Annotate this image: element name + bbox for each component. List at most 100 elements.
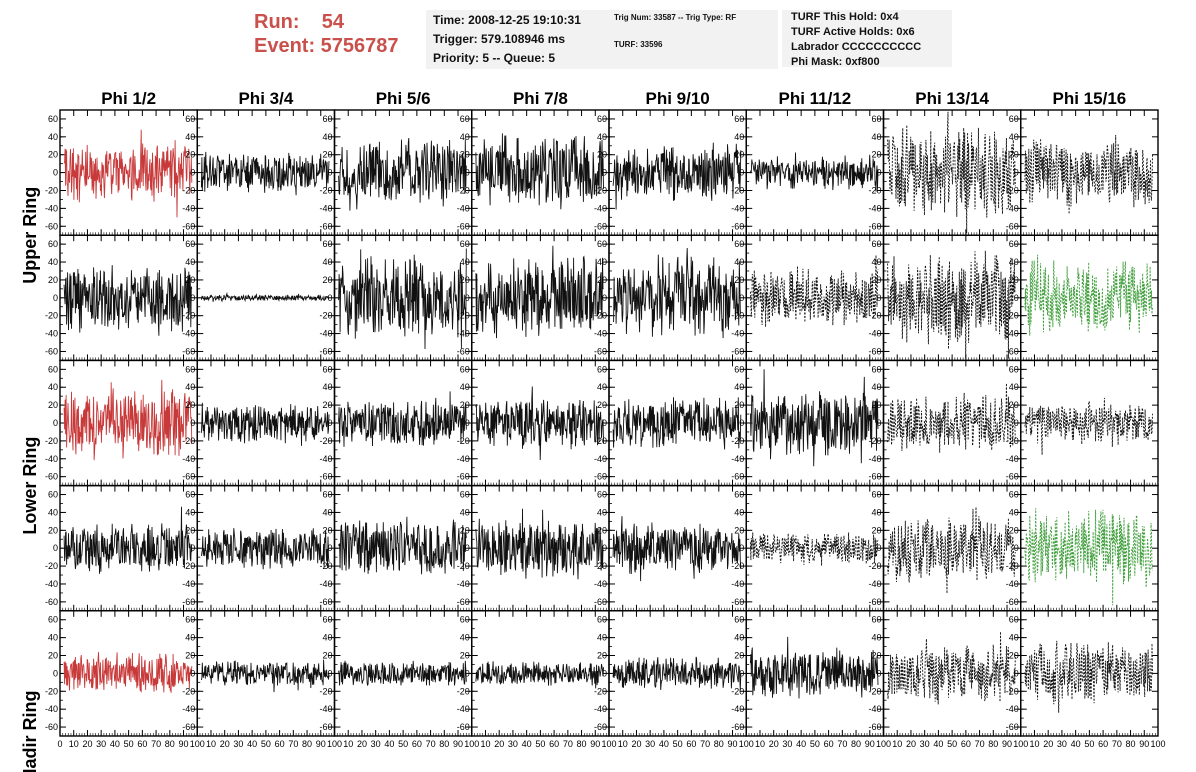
- waveform-trace: [200, 528, 330, 570]
- y-tick-label: 20: [734, 651, 744, 661]
- trig-num-text: Trig Num: 33587 -- Trig Type: RF: [614, 13, 737, 22]
- y-tick-label: -60: [45, 722, 58, 732]
- waveform-trace: [749, 152, 879, 192]
- y-tick-label: 60: [734, 490, 744, 500]
- panel-r2-c6: -60 -40 -20 0 20 40 60: [731, 234, 885, 362]
- waveform-trace: [749, 636, 879, 699]
- x-tick-label: 80: [577, 739, 587, 749]
- waveform-trace: [749, 532, 879, 566]
- panel-r2-c4: -60 -40 -20 0 20 40 60: [457, 234, 610, 362]
- x-tick-label: 100: [190, 739, 205, 749]
- y-tick-label: 0: [190, 168, 195, 178]
- y-tick-label: -40: [594, 704, 607, 714]
- y-tick-label: 60: [322, 239, 332, 249]
- y-tick-label: 60: [322, 615, 332, 625]
- x-tick-label: 50: [261, 739, 271, 749]
- x-tick-label: 80: [439, 739, 449, 749]
- y-tick-label: 0: [327, 293, 332, 303]
- panel-r5-c6: -60 -40 -20 0 20 40 60: [731, 610, 885, 737]
- y-tick-label: 60: [48, 239, 58, 249]
- y-tick-label: 0: [876, 293, 881, 303]
- y-tick-label: -20: [868, 185, 881, 195]
- y-tick-label: 40: [871, 132, 881, 142]
- x-tick-label: 100: [327, 739, 342, 749]
- y-tick-label: 40: [597, 633, 607, 643]
- x-tick-label: 40: [110, 739, 120, 749]
- y-tick-label: -20: [1006, 185, 1019, 195]
- x-tick-label: 100: [1150, 739, 1165, 749]
- y-tick-label: 60: [185, 114, 195, 124]
- waveform-trace: [63, 129, 193, 218]
- y-tick-label: 0: [602, 168, 607, 178]
- y-tick-label: 0: [876, 168, 881, 178]
- y-tick-label: -40: [868, 329, 881, 339]
- x-tick-label: 20: [494, 739, 504, 749]
- y-tick-label: -40: [868, 579, 881, 589]
- y-tick-label: 40: [460, 382, 470, 392]
- x-tick-label: 0: [57, 739, 62, 749]
- y-tick-label: 40: [322, 132, 332, 142]
- x-tick-label: 70: [563, 739, 573, 749]
- y-tick-label: -40: [594, 203, 607, 213]
- labrador-text: Labrador CCCCCCCCCC: [791, 41, 922, 53]
- waveform-trace: [749, 369, 879, 467]
- y-tick-label: 0: [1014, 668, 1019, 678]
- panel-r2-c2: -60 -40 -20 0 20 40 60: [182, 234, 336, 362]
- x-tick-label: 10: [69, 739, 79, 749]
- y-tick-label: -40: [594, 454, 607, 464]
- x-tick-label: 40: [384, 739, 394, 749]
- waveform-trace: [63, 652, 193, 693]
- y-tick-label: 20: [1009, 651, 1019, 661]
- panel-r1-c4: -60 -40 -20 0 20 40 60: [457, 109, 610, 236]
- y-tick-label: 40: [460, 633, 470, 643]
- y-tick-label: -20: [319, 436, 332, 446]
- panel-r4-c8: -60 -40 -20 0 20 40 60: [1006, 484, 1159, 612]
- x-tick-label: 40: [1071, 739, 1081, 749]
- y-tick-label: 40: [871, 507, 881, 517]
- waveform-trace: [1024, 134, 1153, 215]
- panel-r4-c7: -60 -40 -20 0 20 40 60: [868, 484, 1022, 612]
- y-tick-label: -40: [45, 329, 58, 339]
- waveform-trace: [338, 248, 467, 350]
- panel-r1-c7: -60 -40 -20 0 20 40 60: [868, 109, 1022, 236]
- y-tick-label: 40: [185, 257, 195, 267]
- y-tick-label: 60: [871, 615, 881, 625]
- y-tick-label: -20: [868, 311, 881, 321]
- x-tick-label: 100: [739, 739, 754, 749]
- panel-r5-c1: -60 -40 -20 0 20 40 60: [45, 610, 198, 737]
- y-tick-label: 20: [460, 275, 470, 285]
- y-tick-label: 60: [460, 114, 470, 124]
- panel-r3-c2: -60 -40 -20 0 20 40 60: [182, 359, 336, 487]
- y-tick-label: -20: [182, 185, 195, 195]
- waveform-trace: [1024, 254, 1153, 336]
- panel-r4-c4: -60 -40 -20 0 20 40 60: [457, 484, 610, 612]
- y-tick-label: -20: [457, 686, 470, 696]
- x-tick-label: 30: [508, 739, 518, 749]
- row-title-5: Nadir Ring: [20, 690, 40, 772]
- priority-text: Priority: 5 -- Queue: 5: [433, 51, 556, 65]
- x-tick-label: 80: [714, 739, 724, 749]
- y-tick-label: -40: [731, 203, 744, 213]
- y-tick-label: 40: [322, 633, 332, 643]
- y-tick-label: -40: [457, 329, 470, 339]
- y-tick-label: -40: [45, 579, 58, 589]
- y-tick-label: 20: [734, 275, 744, 285]
- x-tick-label: 60: [275, 739, 285, 749]
- run-number: Run: 54: [254, 11, 345, 33]
- x-tick-label: 40: [522, 739, 532, 749]
- y-tick-label: 20: [322, 150, 332, 160]
- y-tick-label: 40: [185, 132, 195, 142]
- column-title-8: Phi 15/16: [1053, 89, 1127, 108]
- y-tick-label: 0: [53, 543, 58, 553]
- y-tick-label: 20: [871, 150, 881, 160]
- time-text: Time: 2008-12-25 19:10:31: [433, 13, 581, 27]
- y-tick-label: -60: [457, 597, 470, 607]
- x-tick-label: 80: [988, 739, 998, 749]
- y-tick-label: -60: [594, 472, 607, 482]
- y-tick-label: 40: [460, 507, 470, 517]
- waveform-trace: [200, 151, 330, 196]
- y-tick-label: 20: [185, 275, 195, 285]
- y-tick-label: -20: [182, 436, 195, 446]
- y-tick-label: 0: [327, 418, 332, 428]
- y-tick-label: 0: [327, 543, 332, 553]
